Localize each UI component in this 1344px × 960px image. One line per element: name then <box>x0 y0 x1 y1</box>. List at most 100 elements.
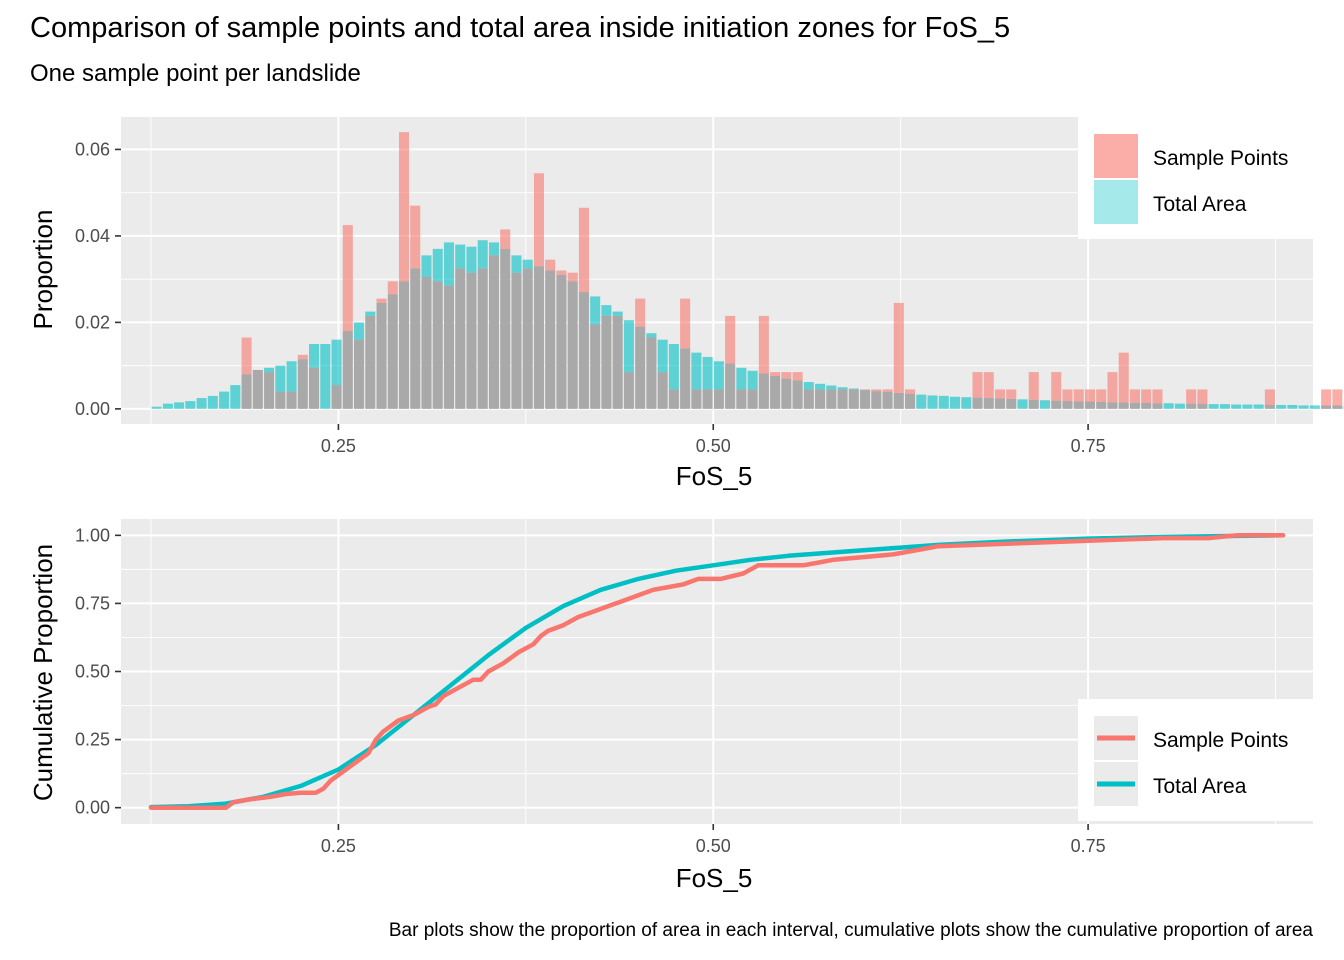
histogram-x-tick-label: 0.75 <box>1071 436 1106 456</box>
histogram-bar-overlap <box>837 389 848 409</box>
histogram-legend: Sample Points Total Area <box>1078 117 1313 239</box>
histogram-bar-total-area <box>1276 404 1287 409</box>
histogram-bar-overlap <box>1197 403 1208 409</box>
histogram-bar-overlap <box>668 389 679 409</box>
histogram-bars <box>151 132 1344 409</box>
cumulative-axes: 0.25 0.50 0.75 0.00 0.25 0.50 0.75 1.00 <box>75 525 1106 856</box>
histogram-bar-overlap <box>994 398 1006 409</box>
histogram-x-tick-label: 0.25 <box>321 436 356 456</box>
histogram-bar-total-area <box>668 344 679 390</box>
histogram-bar-sample-points <box>1028 372 1039 400</box>
histogram-bar-overlap <box>1051 400 1062 409</box>
histogram-bar-overlap <box>241 374 252 409</box>
histogram-bar-total-area <box>747 370 758 390</box>
histogram-bar-total-area <box>162 403 173 409</box>
histogram-bar-sample-points <box>376 298 387 303</box>
histogram-bar-total-area <box>488 242 499 256</box>
histogram-bar-overlap <box>635 326 646 409</box>
histogram-bar-total-area <box>826 385 837 390</box>
histogram-bar-overlap <box>365 315 376 409</box>
histogram-x-axis-title: FoS_5 <box>676 461 753 491</box>
histogram-bar-sample-points <box>1051 372 1062 401</box>
histogram-y-axis-title: Proportion <box>28 210 58 330</box>
chart-subtitle: One sample point per landslide <box>30 60 361 87</box>
histogram-bar-overlap <box>1264 404 1275 409</box>
histogram-bar-sample-points <box>1152 389 1163 404</box>
histogram-bar-total-area <box>623 320 634 373</box>
histogram-bar-overlap <box>1107 402 1118 409</box>
histogram-bar-total-area <box>702 356 713 390</box>
histogram-bar-sample-points <box>1084 389 1095 402</box>
histogram-bar-overlap <box>354 339 365 409</box>
histogram-bar-overlap <box>1186 403 1197 409</box>
histogram-bar-overlap <box>680 348 691 409</box>
histogram-bar-overlap <box>578 292 589 409</box>
histogram-bar-overlap <box>387 294 398 409</box>
histogram-bar-overlap <box>747 389 758 409</box>
histogram-bar-overlap <box>567 281 578 409</box>
chart-title: Comparison of sample points and total ar… <box>30 12 1011 44</box>
histogram-bar-total-area <box>916 394 927 409</box>
histogram-bar-overlap <box>432 281 443 409</box>
cumulative-x-tick-label: 0.75 <box>1071 836 1106 856</box>
cumulative-y-tick-label: 0.75 <box>75 593 110 613</box>
histogram-bar-overlap <box>860 389 871 409</box>
cumulative-y-tick-label: 0.50 <box>75 662 110 682</box>
histogram-bar-total-area <box>264 367 275 373</box>
histogram-bar-overlap <box>410 268 421 409</box>
legend-label-sample-points: Sample Points <box>1153 729 1288 752</box>
cumulative-y-tick-label: 0.00 <box>75 798 110 818</box>
histogram-bar-sample-points <box>545 259 556 271</box>
histogram-bar-total-area <box>803 382 814 390</box>
histogram-bar-sample-points <box>983 372 994 399</box>
histogram-bar-total-area <box>207 395 218 409</box>
histogram-bar-total-area <box>365 311 376 316</box>
histogram-bar-overlap <box>556 274 567 409</box>
histogram-bar-sample-points <box>972 372 983 398</box>
histogram-bar-total-area <box>938 395 949 409</box>
histogram-bar-overlap <box>533 266 544 409</box>
histogram-bar-total-area <box>612 311 623 316</box>
histogram-bar-total-area <box>1208 404 1219 409</box>
histogram-bar-overlap <box>725 363 736 409</box>
histogram-bar-overlap <box>545 270 556 409</box>
cumulative-x-tick-label: 0.25 <box>321 836 356 856</box>
histogram-bar-total-area <box>837 387 848 390</box>
histogram-bar-overlap <box>1096 401 1107 409</box>
histogram-bar-sample-points <box>893 302 904 393</box>
histogram-bar-overlap <box>702 389 713 409</box>
histogram-bar-total-area <box>455 244 466 269</box>
histogram-bar-total-area <box>151 406 162 409</box>
legend-label-sample-points: Sample Points <box>1153 147 1288 170</box>
histogram-bar-total-area <box>320 344 331 409</box>
histogram-bar-total-area <box>286 361 297 392</box>
histogram-bar-total-area <box>1219 404 1230 409</box>
histogram-bar-sample-points <box>241 337 252 375</box>
histogram-bar-total-area <box>1231 404 1242 409</box>
histogram-bar-overlap <box>488 255 499 409</box>
histogram-bar-overlap <box>758 373 769 409</box>
cumulative-panel: 0.25 0.50 0.75 0.00 0.25 0.50 0.75 1.00 FoS_5 C… <box>28 519 1313 893</box>
histogram-bar-overlap <box>657 372 668 409</box>
cumulative-y-axis-title: Cumulative Proportion <box>28 544 58 801</box>
histogram-bar-total-area <box>196 398 207 409</box>
histogram-bar-sample-points <box>680 298 691 349</box>
histogram-bar-overlap <box>905 393 916 409</box>
histogram-bar-overlap <box>309 367 320 409</box>
histogram-bar-overlap <box>342 331 353 409</box>
legend-key-sample-points <box>1094 134 1138 178</box>
histogram-bar-overlap <box>848 389 859 409</box>
legend-key-total-area <box>1094 180 1138 224</box>
histogram-bar-overlap <box>511 272 522 409</box>
histogram-bar-sample-points <box>871 389 882 392</box>
histogram-bar-total-area <box>331 339 342 386</box>
histogram-bar-sample-points <box>1073 389 1084 402</box>
cumulative-x-axis-title: FoS_5 <box>676 863 753 893</box>
histogram-bar-overlap <box>1141 402 1152 409</box>
histogram-bar-overlap <box>983 398 994 409</box>
histogram-bar-sample-points <box>1118 352 1129 403</box>
histogram-bar-overlap <box>275 391 286 409</box>
histogram-bar-overlap <box>376 302 387 409</box>
histogram-bar-total-area <box>230 385 241 409</box>
